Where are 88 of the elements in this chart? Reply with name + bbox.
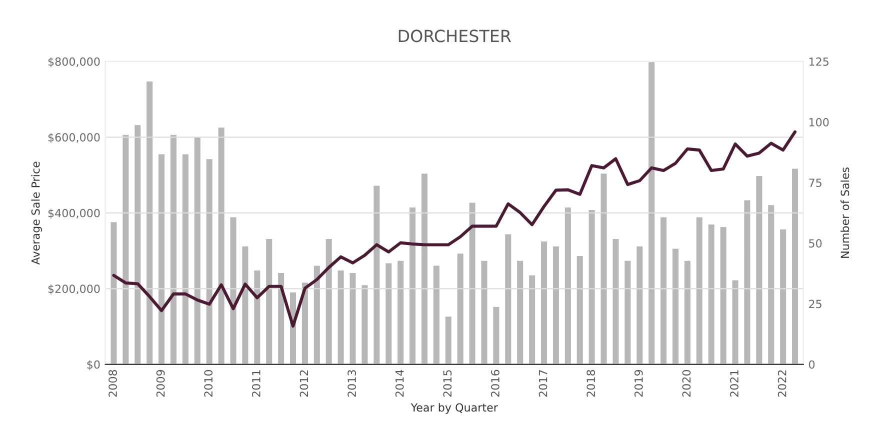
bar bbox=[468, 201, 477, 364]
x-tick-label: 2016 bbox=[491, 370, 500, 397]
bar bbox=[444, 315, 453, 364]
bar bbox=[228, 216, 238, 364]
bar bbox=[240, 244, 250, 364]
bar bbox=[694, 216, 704, 364]
chart-title: DORCHESTER bbox=[398, 30, 512, 42]
bar bbox=[540, 240, 548, 364]
y-tick-label: $400,000 bbox=[48, 208, 100, 219]
bar bbox=[480, 259, 489, 364]
x-tick-label: 2020 bbox=[682, 370, 691, 397]
y2-tick-label: 75 bbox=[809, 178, 822, 188]
bar bbox=[528, 274, 536, 364]
y2-axis-title: Number of Sales bbox=[840, 167, 850, 258]
x-tick-label: 2008 bbox=[108, 370, 117, 397]
y2-tick-label: 100 bbox=[809, 118, 829, 126]
bar bbox=[408, 206, 417, 364]
x-axis-title: Year by Quarter bbox=[410, 403, 498, 414]
x-tick-label: 2017 bbox=[538, 370, 548, 397]
line-series bbox=[112, 130, 797, 328]
bar bbox=[718, 226, 728, 364]
bar bbox=[312, 264, 322, 364]
bar bbox=[564, 206, 572, 364]
bar bbox=[647, 61, 656, 364]
bar bbox=[623, 259, 632, 364]
bar bbox=[599, 172, 608, 364]
bar bbox=[372, 184, 382, 364]
x-tick-label: 2019 bbox=[634, 370, 643, 397]
x-tick-label: 2012 bbox=[300, 370, 308, 397]
bar bbox=[683, 259, 692, 364]
bar bbox=[264, 238, 274, 364]
bar bbox=[133, 124, 142, 364]
bar bbox=[754, 174, 764, 364]
x-tick-label: 2015 bbox=[443, 370, 452, 397]
x-tick-label: 2022 bbox=[778, 370, 786, 397]
bar bbox=[324, 238, 334, 364]
bar bbox=[204, 158, 214, 364]
bar bbox=[516, 259, 524, 364]
bar bbox=[671, 247, 680, 364]
bar bbox=[706, 223, 716, 364]
bar bbox=[587, 208, 596, 364]
bar bbox=[348, 272, 358, 364]
bar bbox=[420, 172, 429, 364]
x-tick-label: 2010 bbox=[204, 370, 213, 397]
y-tick-label: $800,000 bbox=[48, 57, 100, 68]
bar bbox=[432, 264, 441, 364]
y2-tick-label: 0 bbox=[808, 360, 815, 369]
bar bbox=[360, 284, 370, 364]
bar bbox=[778, 228, 788, 364]
x-tick-label: 2011 bbox=[252, 370, 260, 397]
bar bbox=[456, 252, 465, 364]
x-tick-label: 2014 bbox=[395, 370, 404, 397]
y-tick-label: $600,000 bbox=[48, 132, 100, 144]
bar bbox=[336, 269, 346, 364]
bar bbox=[300, 281, 310, 364]
bar bbox=[504, 232, 513, 364]
bar bbox=[252, 269, 262, 364]
bar bbox=[611, 238, 620, 364]
x-tick-label: 2021 bbox=[730, 370, 738, 397]
x-tick-label: 2013 bbox=[348, 370, 356, 397]
y2-tick-label: 125 bbox=[809, 57, 828, 66]
x-tick-label: 2009 bbox=[156, 370, 165, 397]
y-tick-label: $0 bbox=[87, 360, 100, 370]
bar bbox=[766, 204, 776, 364]
y-axis-title: Average Sale Price bbox=[31, 162, 42, 265]
bar bbox=[635, 244, 644, 364]
bar bbox=[552, 244, 560, 364]
y2-tick-label: 25 bbox=[809, 300, 822, 308]
bar bbox=[157, 152, 166, 364]
bar bbox=[396, 259, 405, 364]
bar bbox=[742, 198, 752, 364]
bar bbox=[492, 306, 501, 364]
bar bbox=[575, 254, 584, 364]
x-tick-label: 2018 bbox=[586, 370, 596, 397]
bar bbox=[192, 136, 202, 364]
bar bbox=[659, 216, 668, 364]
bar bbox=[384, 262, 394, 364]
bar bbox=[216, 126, 226, 364]
bar bbox=[109, 220, 118, 364]
bar bbox=[790, 167, 800, 364]
bar bbox=[730, 278, 740, 364]
y-tick-label: $200,000 bbox=[48, 284, 100, 294]
bar bbox=[276, 272, 286, 364]
y2-tick-label: 50 bbox=[809, 239, 822, 248]
bar bbox=[169, 133, 178, 364]
bar bbox=[145, 80, 154, 364]
bar bbox=[121, 133, 130, 364]
bar bbox=[181, 152, 190, 364]
